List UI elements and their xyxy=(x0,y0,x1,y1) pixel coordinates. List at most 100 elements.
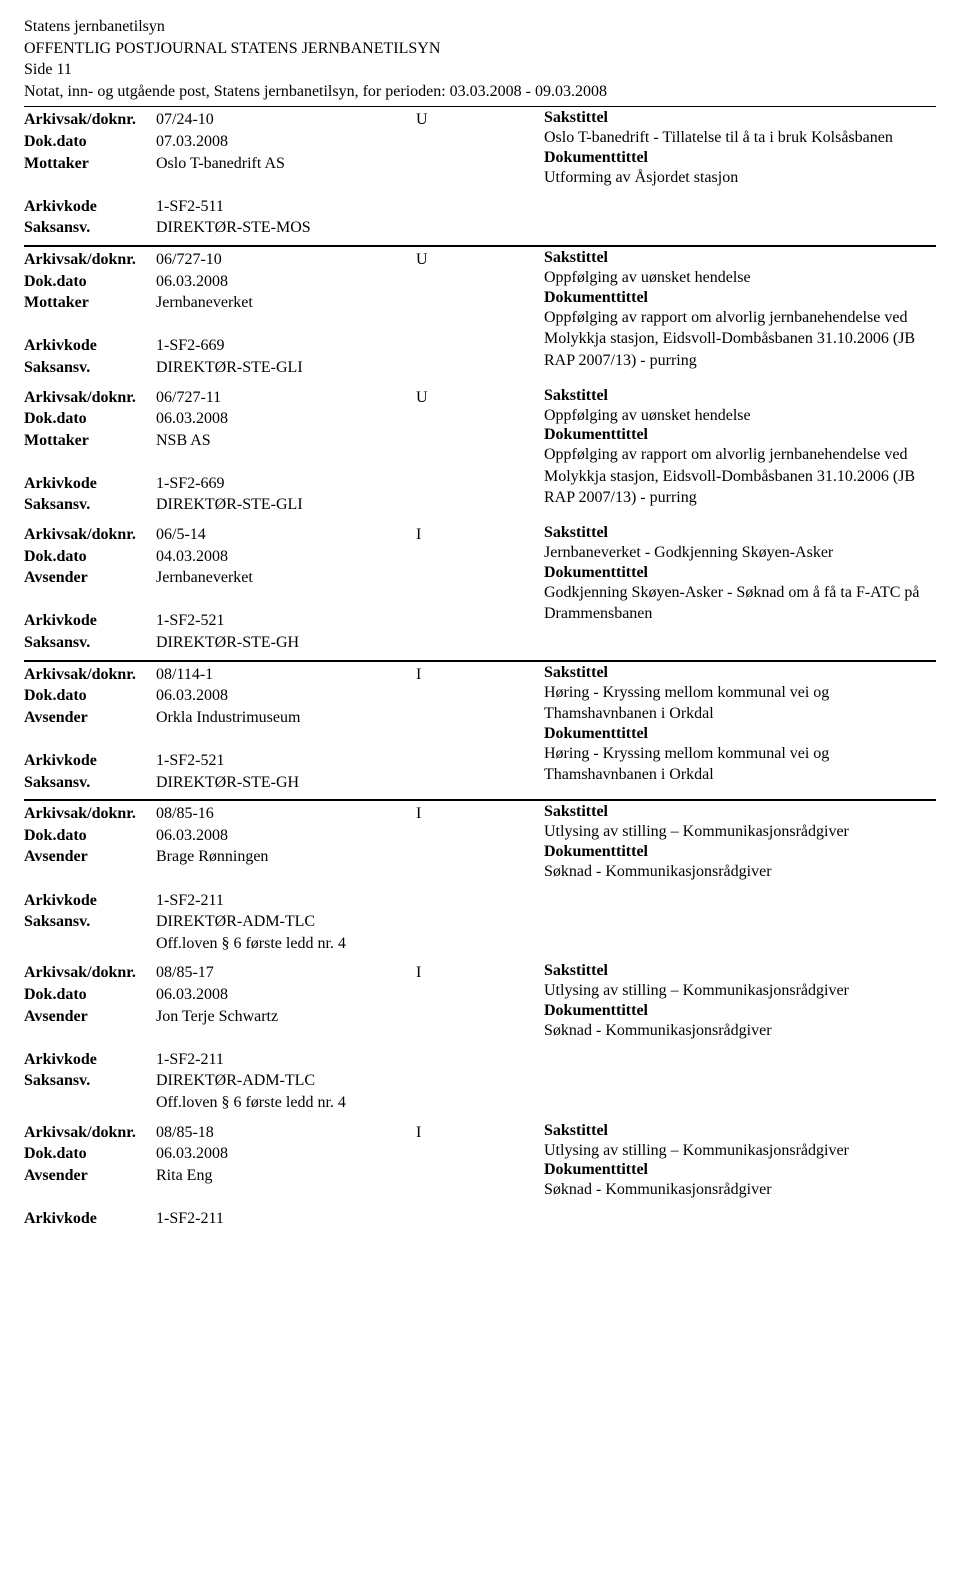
saksansv-label: Saksansv. xyxy=(24,632,156,654)
dokdato-value: 06.03.2008 xyxy=(156,1143,544,1165)
dokumenttittel-value: Godkjenning Skøyen-Asker - Søknad om å f… xyxy=(544,582,936,625)
arkivkode-value: 1-SF2-669 xyxy=(156,473,544,495)
saksansv-value: DIREKTØR-STE-GLI xyxy=(156,494,544,516)
entry-group: Arkivsak/doknr.08/114-1IDok.dato06.03.20… xyxy=(24,660,936,800)
entry-right: SakstittelJernbaneverket - Godkjenning S… xyxy=(544,524,936,654)
entry-left: Arkivsak/doknr.06/5-14IDok.dato04.03.200… xyxy=(24,524,544,654)
party-value: Jernbaneverket xyxy=(156,292,544,314)
entries-container: Arkivsak/doknr.07/24-10UDok.dato07.03.20… xyxy=(24,106,936,1235)
arkivsak-label: Arkivsak/doknr. xyxy=(24,803,156,825)
page-number: Side 11 xyxy=(24,59,936,81)
dokdato-value: 06.03.2008 xyxy=(156,825,544,847)
party-label: Avsender xyxy=(24,1165,156,1187)
journal-entry: Arkivsak/doknr.08/85-16IDok.dato06.03.20… xyxy=(24,800,936,960)
party-label: Avsender xyxy=(24,1006,156,1028)
party-value: Jernbaneverket xyxy=(156,567,544,589)
sakstittel-value: Utlysing av stilling – Kommunikasjonsråd… xyxy=(544,821,936,843)
sakstittel-label: Sakstittel xyxy=(544,664,936,682)
arkivkode-label: Arkivkode xyxy=(24,196,156,218)
arkivkode-label: Arkivkode xyxy=(24,1208,156,1230)
entry-right: SakstittelHøring - Kryssing mellom kommu… xyxy=(544,664,936,794)
dokumenttittel-label: Dokumenttittel xyxy=(544,149,936,167)
arkivsak-value: 07/24-10 xyxy=(156,109,416,131)
sakstittel-value: Oppfølging av uønsket hendelse xyxy=(544,405,936,427)
dokumenttittel-label: Dokumenttittel xyxy=(544,1161,936,1179)
entry-left: Arkivsak/doknr.08/85-18IDok.dato06.03.20… xyxy=(24,1122,544,1230)
saksansv-label: Saksansv. xyxy=(24,911,156,933)
entry-type: U xyxy=(416,109,476,131)
entry-right: SakstittelOppfølging av uønsket hendelse… xyxy=(544,387,936,517)
entry-right: SakstittelOslo T-banedrift - Tillatelse … xyxy=(544,109,936,239)
arkivkode-label: Arkivkode xyxy=(24,890,156,912)
dokdato-label: Dok.dato xyxy=(24,685,156,707)
dokumenttittel-value: Utforming av Åsjordet stasjon xyxy=(544,167,936,189)
party-label: Avsender xyxy=(24,707,156,729)
arkivkode-label: Arkivkode xyxy=(24,750,156,772)
arkivsak-value: 08/85-18 xyxy=(156,1122,416,1144)
arkivkode-label: Arkivkode xyxy=(24,1049,156,1071)
arkivkode-value: 1-SF2-511 xyxy=(156,196,544,218)
journal-entry: Arkivsak/doknr.08/85-18IDok.dato06.03.20… xyxy=(24,1120,936,1236)
party-value: Jon Terje Schwartz xyxy=(156,1006,544,1028)
journal-entry: Arkivsak/doknr.08/114-1IDok.dato06.03.20… xyxy=(24,661,936,800)
page-header: Statens jernbanetilsyn OFFENTLIG POSTJOU… xyxy=(24,16,936,102)
saksansv-label: Saksansv. xyxy=(24,772,156,794)
arkivsak-label: Arkivsak/doknr. xyxy=(24,249,156,271)
arkivsak-label: Arkivsak/doknr. xyxy=(24,109,156,131)
entry-left: Arkivsak/doknr.08/85-16IDok.dato06.03.20… xyxy=(24,803,544,954)
arkivsak-label: Arkivsak/doknr. xyxy=(24,524,156,546)
entry-type: I xyxy=(416,803,476,825)
dokdato-label: Dok.dato xyxy=(24,131,156,153)
sakstittel-label: Sakstittel xyxy=(544,524,936,542)
arkivkode-value: 1-SF2-521 xyxy=(156,750,544,772)
dokdato-value: 06.03.2008 xyxy=(156,685,544,707)
entry-left: Arkivsak/doknr.06/727-10UDok.dato06.03.2… xyxy=(24,249,544,379)
party-value: Orkla Industrimuseum xyxy=(156,707,544,729)
journal-title: OFFENTLIG POSTJOURNAL STATENS JERNBANETI… xyxy=(24,38,936,60)
entry-left: Arkivsak/doknr.07/24-10UDok.dato07.03.20… xyxy=(24,109,544,239)
arkivkode-value: 1-SF2-669 xyxy=(156,335,544,357)
entry-type: I xyxy=(416,962,476,984)
dokdato-label: Dok.dato xyxy=(24,408,156,430)
entry-right: SakstittelUtlysing av stilling – Kommuni… xyxy=(544,803,936,954)
offloven-value: Off.loven § 6 første ledd nr. 4 xyxy=(156,933,544,955)
party-value: Brage Rønningen xyxy=(156,846,544,868)
sakstittel-value: Jernbaneverket - Godkjenning Skøyen-Aske… xyxy=(544,542,936,564)
dokumenttittel-value: Søknad - Kommunikasjonsrådgiver xyxy=(544,1179,936,1201)
dokumenttittel-label: Dokumenttittel xyxy=(544,1002,936,1020)
sakstittel-value: Oppfølging av uønsket hendelse xyxy=(544,267,936,289)
arkivkode-value: 1-SF2-521 xyxy=(156,610,544,632)
dokdato-value: 06.03.2008 xyxy=(156,408,544,430)
sakstittel-value: Utlysing av stilling – Kommunikasjonsråd… xyxy=(544,980,936,1002)
dokumenttittel-value: Søknad - Kommunikasjonsrådgiver xyxy=(544,1020,936,1042)
dokumenttittel-value: Søknad - Kommunikasjonsrådgiver xyxy=(544,861,936,883)
dokumenttittel-label: Dokumenttittel xyxy=(544,843,936,861)
dokdato-label: Dok.dato xyxy=(24,1143,156,1165)
arkivsak-label: Arkivsak/doknr. xyxy=(24,962,156,984)
sakstittel-label: Sakstittel xyxy=(544,962,936,980)
entry-right: SakstittelUtlysing av stilling – Kommuni… xyxy=(544,962,936,1113)
arkivkode-label: Arkivkode xyxy=(24,610,156,632)
saksansv-value: DIREKTØR-STE-GH xyxy=(156,772,544,794)
entry-right: SakstittelOppfølging av uønsket hendelse… xyxy=(544,249,936,379)
period-subtitle: Notat, inn- og utgående post, Statens je… xyxy=(24,81,936,103)
arkivsak-value: 06/727-11 xyxy=(156,387,416,409)
sakstittel-label: Sakstittel xyxy=(544,1122,936,1140)
party-label: Mottaker xyxy=(24,430,156,452)
dokumenttittel-value: Oppfølging av rapport om alvorlig jernba… xyxy=(544,444,936,509)
saksansv-value: DIREKTØR-STE-GH xyxy=(156,632,544,654)
party-value: Rita Eng xyxy=(156,1165,544,1187)
dokdato-label: Dok.dato xyxy=(24,825,156,847)
saksansv-label: Saksansv. xyxy=(24,1070,156,1092)
sakstittel-value: Utlysing av stilling – Kommunikasjonsråd… xyxy=(544,1140,936,1162)
saksansv-value: DIREKTØR-ADM-TLC xyxy=(156,1070,544,1092)
journal-entry: Arkivsak/doknr.07/24-10UDok.dato07.03.20… xyxy=(24,106,936,245)
entry-left: Arkivsak/doknr.08/85-17IDok.dato06.03.20… xyxy=(24,962,544,1113)
sakstittel-label: Sakstittel xyxy=(544,803,936,821)
party-label: Avsender xyxy=(24,846,156,868)
sakstittel-label: Sakstittel xyxy=(544,387,936,405)
entry-group: Arkivsak/doknr.06/727-10UDok.dato06.03.2… xyxy=(24,245,936,660)
journal-entry: Arkivsak/doknr.06/727-10UDok.dato06.03.2… xyxy=(24,246,936,385)
party-label: Mottaker xyxy=(24,153,156,175)
offloven-value: Off.loven § 6 første ledd nr. 4 xyxy=(156,1092,544,1114)
